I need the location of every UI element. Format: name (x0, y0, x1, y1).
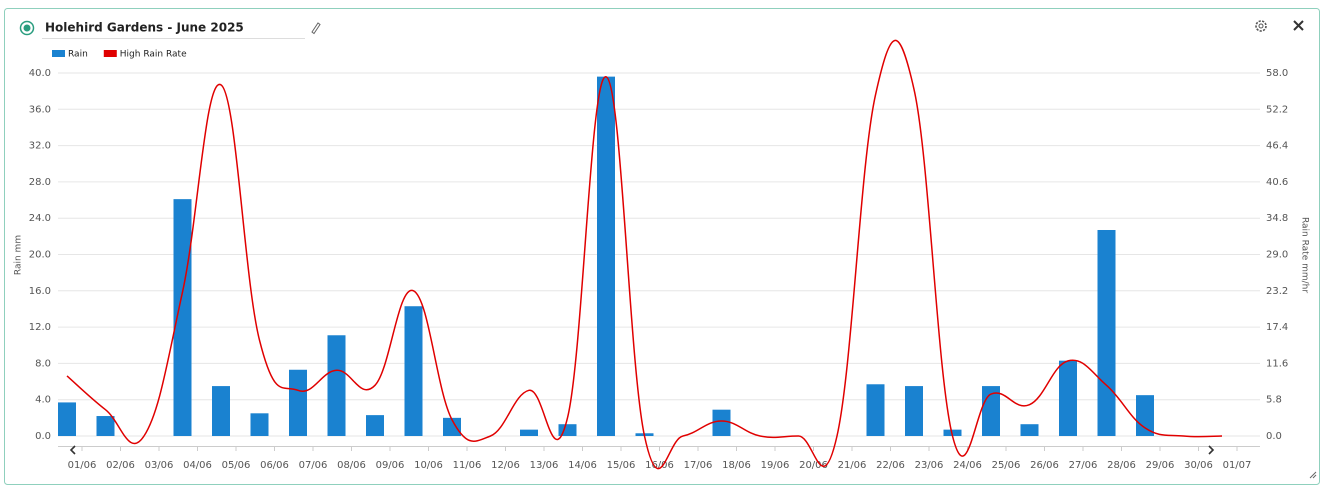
y2-tick-label: 11.6 (1266, 358, 1288, 369)
bar (289, 369, 307, 436)
y2-tick-label: 29.0 (1266, 250, 1288, 261)
scroll-left[interactable] (69, 445, 76, 455)
x-tick-label: 16/06 (645, 460, 674, 471)
settings-icon[interactable] (1255, 20, 1267, 32)
x-tick-label: 27/06 (1069, 460, 1098, 471)
x-tick-label: 25/06 (992, 460, 1021, 471)
y-tick-label: 20.0 (29, 250, 51, 261)
y2-tick-label: 58.0 (1266, 68, 1288, 79)
y2-tick-label: 0.0 (1266, 431, 1282, 442)
x-tick-label: 22/06 (876, 460, 905, 471)
x-tick-label: 24/06 (953, 460, 982, 471)
x-tick-label: 08/06 (337, 460, 366, 471)
y-tick-label: 40.0 (29, 68, 51, 79)
x-tick-label: 10/06 (414, 460, 443, 471)
y2-tick-label: 34.8 (1266, 213, 1288, 224)
bar (712, 409, 731, 436)
chart-title: Holehird Gardens - June 2025 (45, 21, 244, 35)
x-tick-label: 07/06 (299, 460, 328, 471)
legend-swatch (103, 50, 117, 57)
x-tick-label: 01/07 (1223, 460, 1252, 471)
y-tick-label: 16.0 (29, 286, 51, 297)
bar (212, 386, 230, 436)
bar (558, 424, 577, 436)
resize-handle[interactable] (1309, 471, 1317, 479)
y2-tick-label: 52.2 (1266, 104, 1288, 115)
bar (1136, 395, 1154, 436)
bar (597, 76, 615, 436)
x-tick-label: 29/06 (1146, 460, 1175, 471)
bar (327, 335, 346, 436)
x-tick-label: 26/06 (1030, 460, 1059, 471)
bar (443, 417, 461, 436)
y-tick-label: 8.0 (35, 358, 51, 369)
x-tick-label: 17/06 (684, 460, 713, 471)
settings-icon-center (1258, 23, 1264, 29)
bar (250, 413, 269, 436)
x-tick-label: 01/06 (68, 460, 97, 471)
close-icon[interactable] (1293, 20, 1304, 31)
bar (520, 429, 538, 436)
y-tick-label: 28.0 (29, 177, 51, 188)
y2-tick-label: 23.2 (1266, 286, 1288, 297)
x-tick-label: 18/06 (722, 460, 751, 471)
bar (1059, 360, 1077, 436)
x-tick-label: 30/06 (1184, 460, 1213, 471)
x-tick-label: 04/06 (183, 460, 212, 471)
x-tick-label: 13/06 (530, 460, 559, 471)
y2-tick-label: 40.6 (1266, 177, 1288, 188)
x-tick-label: 21/06 (838, 460, 867, 471)
scroll-right[interactable] (1208, 445, 1215, 455)
bar (58, 402, 76, 436)
line (66, 39, 1223, 470)
x-tick-label: 05/06 (222, 460, 251, 471)
x-tick-label: 09/06 (376, 460, 405, 471)
y-tick-label: 24.0 (29, 213, 51, 224)
x-tick-label: 23/06 (915, 460, 944, 471)
y2-tick-label: 17.4 (1266, 322, 1288, 333)
x-tick-label: 12/06 (491, 460, 520, 471)
x-tick-label: 03/06 (145, 460, 174, 471)
bar (173, 199, 192, 436)
widget-frame (4, 8, 1320, 485)
y2-tick-label: 5.8 (1266, 395, 1282, 406)
y2-axis-label: Rain Rate mm/hr (1300, 217, 1310, 293)
y-tick-label: 0.0 (35, 431, 51, 442)
x-tick-label: 02/06 (106, 460, 135, 471)
x-tick-label: 20/06 (799, 460, 828, 471)
x-tick-label: 15/06 (607, 460, 636, 471)
y-tick-label: 36.0 (29, 104, 51, 115)
bar (1097, 229, 1116, 436)
bar (866, 384, 885, 436)
y-tick-label: 32.0 (29, 141, 51, 152)
x-tick-label: 19/06 (761, 460, 790, 471)
bar (1020, 424, 1039, 436)
legend-label: Rain (68, 50, 88, 60)
bar (96, 416, 115, 436)
bar (905, 386, 923, 436)
x-tick-label: 14/06 (568, 460, 597, 471)
y2-tick-label: 46.4 (1266, 141, 1288, 152)
legend-swatch (52, 50, 65, 57)
bar (404, 306, 423, 436)
plot: 0.0 4.0 8.0 12.0 16.0 20.0 24.0 28.0 32.0 36.0 40.… (29, 39, 1288, 471)
y-axis-label: Rain mm (14, 235, 24, 275)
y-tick-label: 12.0 (29, 322, 51, 333)
x-tick-label: 11/06 (453, 460, 482, 471)
legend-label: High Rain Rate (120, 50, 187, 60)
status-dot (23, 24, 31, 32)
y-tick-label: 4.0 (35, 395, 51, 406)
bar (366, 415, 384, 436)
status-icon (19, 20, 35, 36)
x-tick-label: 28/06 (1107, 460, 1136, 471)
edit-icon[interactable] (311, 22, 321, 35)
x-tick-label: 06/06 (260, 460, 289, 471)
